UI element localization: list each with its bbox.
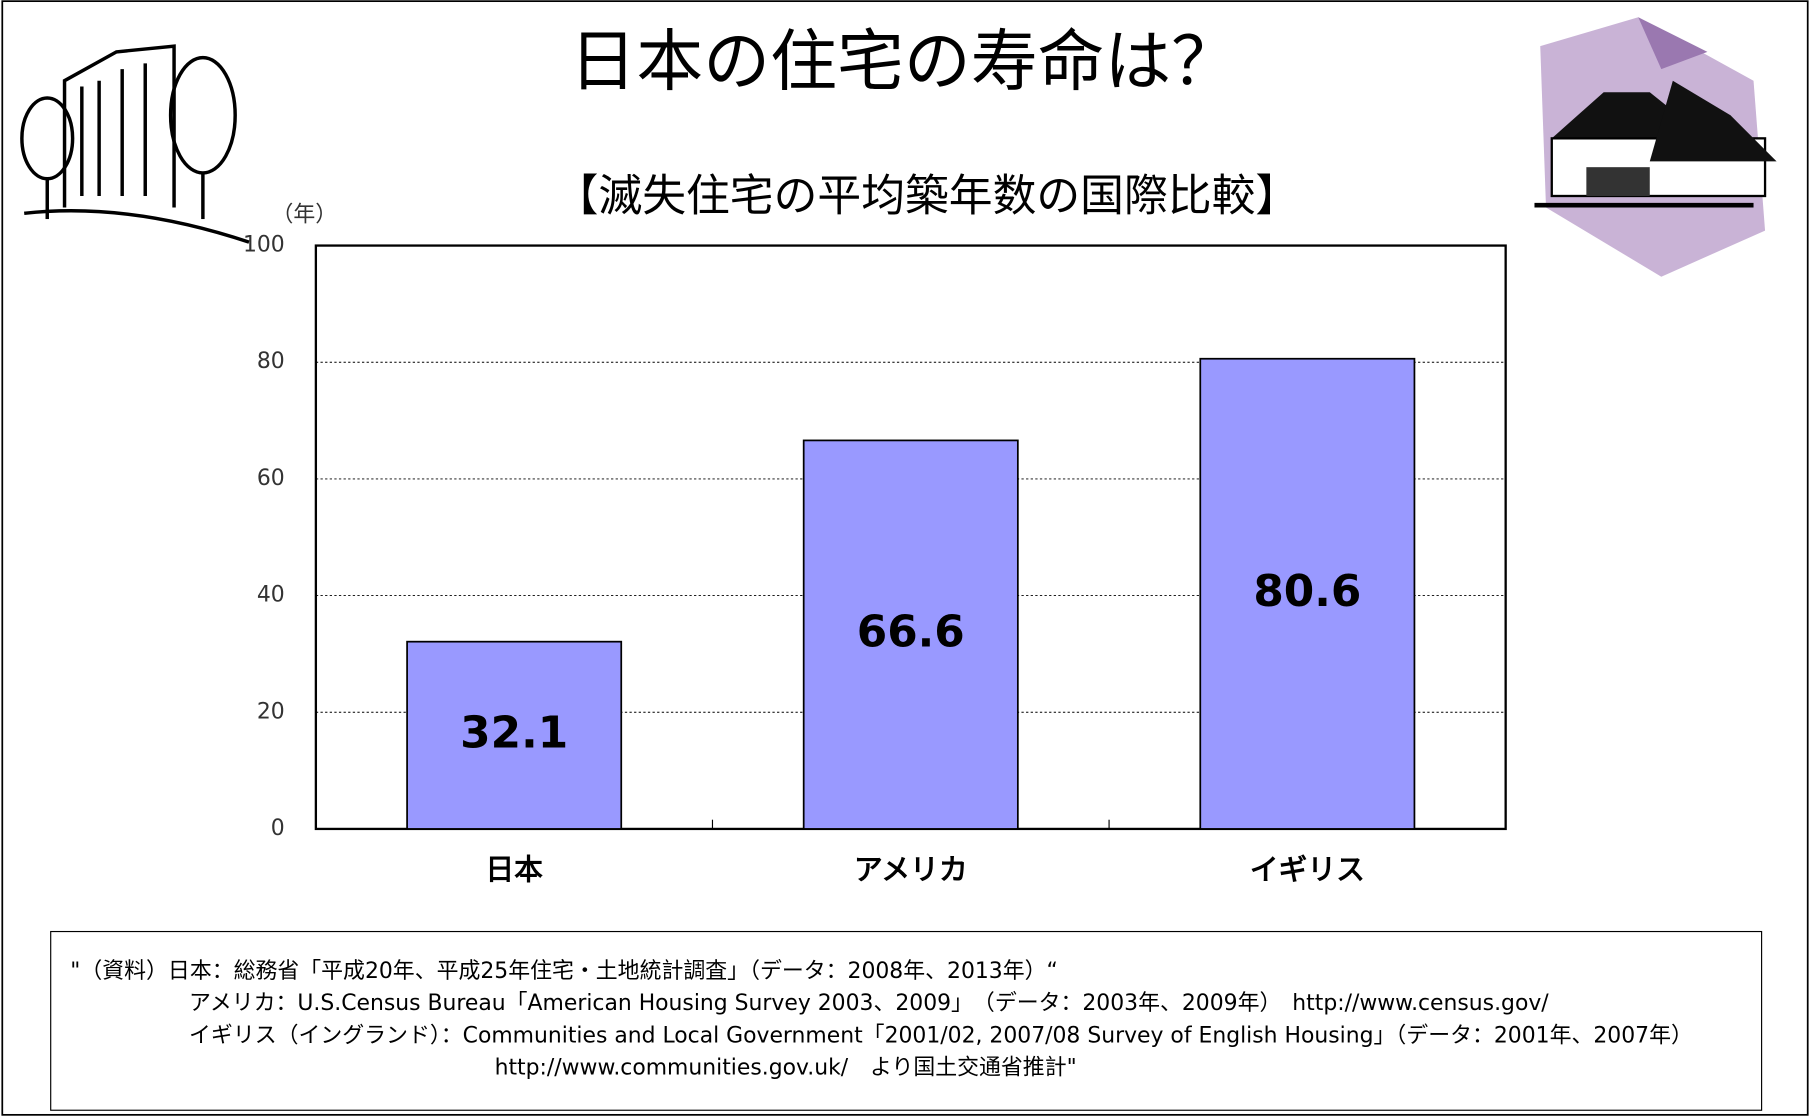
y-tick-label: 40 [257, 583, 285, 608]
data-label: 66.6 [857, 607, 965, 658]
house-icon [1534, 17, 1777, 277]
y-tick-label: 0 [271, 816, 285, 841]
source-note: イギリス（イングランド）：Communities and Local Gover… [189, 1023, 1693, 1048]
source-note: http://www.communities.gov.uk/ より国土交通省推計… [495, 1056, 1077, 1081]
data-label: 32.1 [460, 707, 568, 758]
data-label: 80.6 [1253, 566, 1361, 617]
x-tick-label: アメリカ [854, 853, 968, 887]
x-tick-label: 日本 [485, 853, 543, 887]
y-tick-label: 100 [243, 233, 285, 258]
x-tick-label: イギリス [1250, 853, 1365, 887]
chart-title: 日本の住宅の寿命は？ [570, 22, 1239, 100]
y-tick-label: 20 [257, 699, 285, 724]
y-tick-label: 80 [257, 349, 285, 374]
building-icon [20, 44, 250, 244]
chart-subtitle: 【滅失住宅の平均築年数の国際比較】 [555, 170, 1300, 221]
bar [1199, 357, 1416, 830]
y-axis-label: （年） [271, 203, 337, 228]
source-box [50, 930, 1763, 1111]
bar [406, 640, 623, 830]
bar [802, 439, 1019, 830]
y-tick-label: 60 [257, 466, 285, 491]
source-note: "（資料）日本：総務省「平成20年、平成25年住宅・土地統計調査」（データ：20… [70, 959, 1058, 984]
source-note: アメリカ：U.S.Census Bureau「American Housing … [189, 991, 1549, 1016]
